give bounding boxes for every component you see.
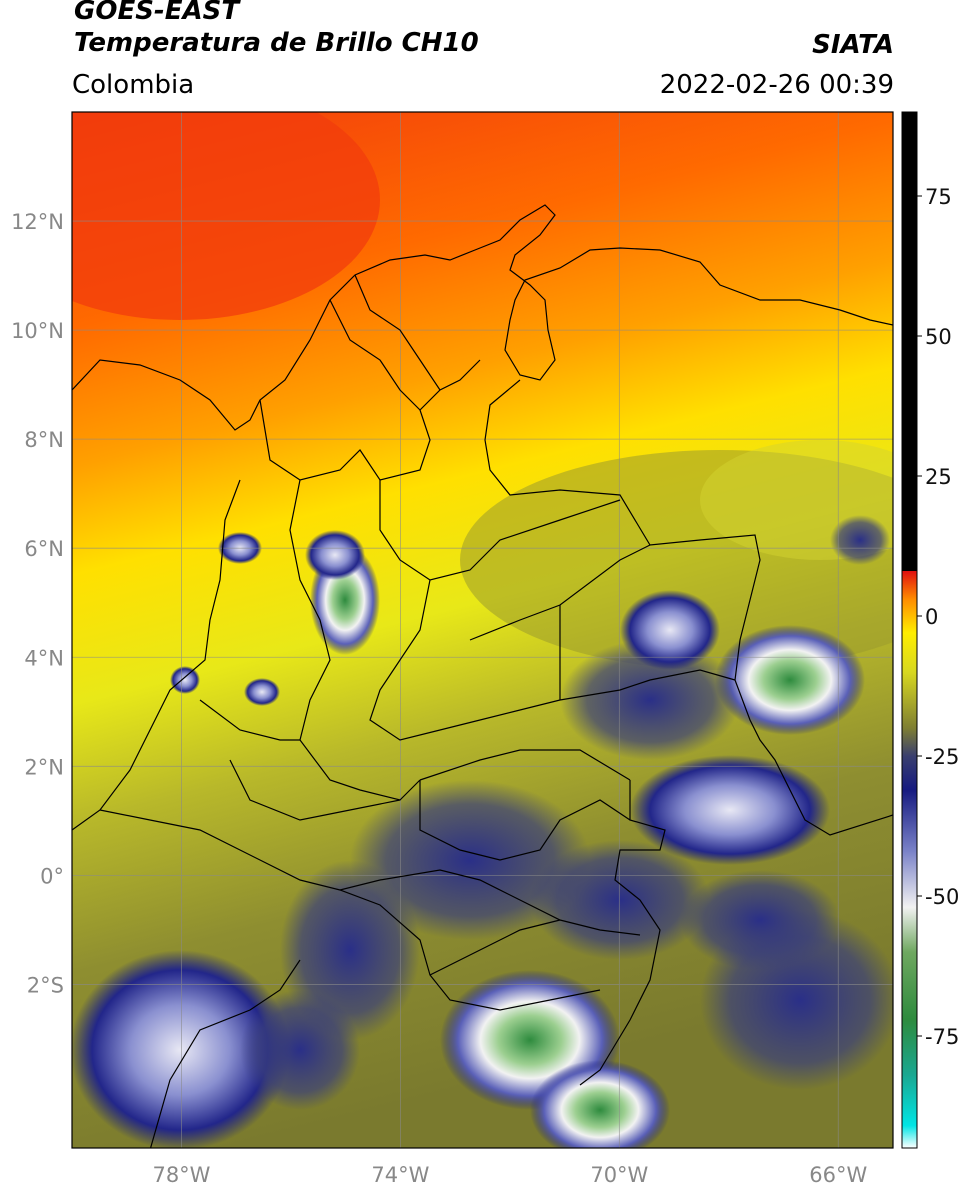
region-label: Colombia [72,70,195,100]
colorbar-tick-label: -75 [925,1025,959,1049]
datetime-label: 2022-02-26 00:39 [659,70,894,100]
latitude-tick-label: 8°N [24,428,64,452]
latitude-tick-label: 0° [40,864,64,888]
borders [72,204,893,1148]
cloud-cluster [630,755,830,865]
map-frame [71,111,894,1149]
map-field [72,112,893,1148]
latitude-tick-label: 6°N [24,537,64,561]
cloud-cluster [72,950,290,1148]
colorbar-tick-label: -50 [925,885,959,909]
longitude-tick-label: 70°W [590,1163,648,1187]
colorbar-tick-label: 50 [925,325,952,349]
colorbar-tick-label: 25 [925,465,952,489]
satellite-title: GOES-EAST [74,0,240,26]
latitude-tick-label: 10°N [11,319,64,343]
latitude-tick-label: 2°N [24,755,64,779]
longitude-axis: 78°W 74°W 70°W 66°W [152,1163,867,1187]
latitude-tick-label: 12°N [11,210,64,234]
longitude-tick-label: 74°W [371,1163,429,1187]
gridlines [72,112,893,1148]
latitude-axis: 12°N 10°N 8°N 6°N 4°N 2°N 0° 2°S [11,210,64,997]
colorbar-tick-label: 75 [925,185,952,209]
colorbar-tick-label: -25 [925,745,959,769]
longitude-tick-label: 66°W [809,1163,867,1187]
latitude-tick-label: 4°N [24,646,64,670]
colorbar: 75 50 25 0 -25 -50 -75 [901,111,959,1149]
longitude-tick-label: 78°W [152,1163,210,1187]
colorbar-tick-label: 0 [925,605,938,629]
latitude-tick-label: 2°S [27,973,64,997]
product-title: Temperatura de Brillo CH10 [74,28,479,58]
agency-label: SIATA [812,30,894,60]
colorbar-scale [901,111,918,1149]
cloud-cluster [715,625,865,735]
